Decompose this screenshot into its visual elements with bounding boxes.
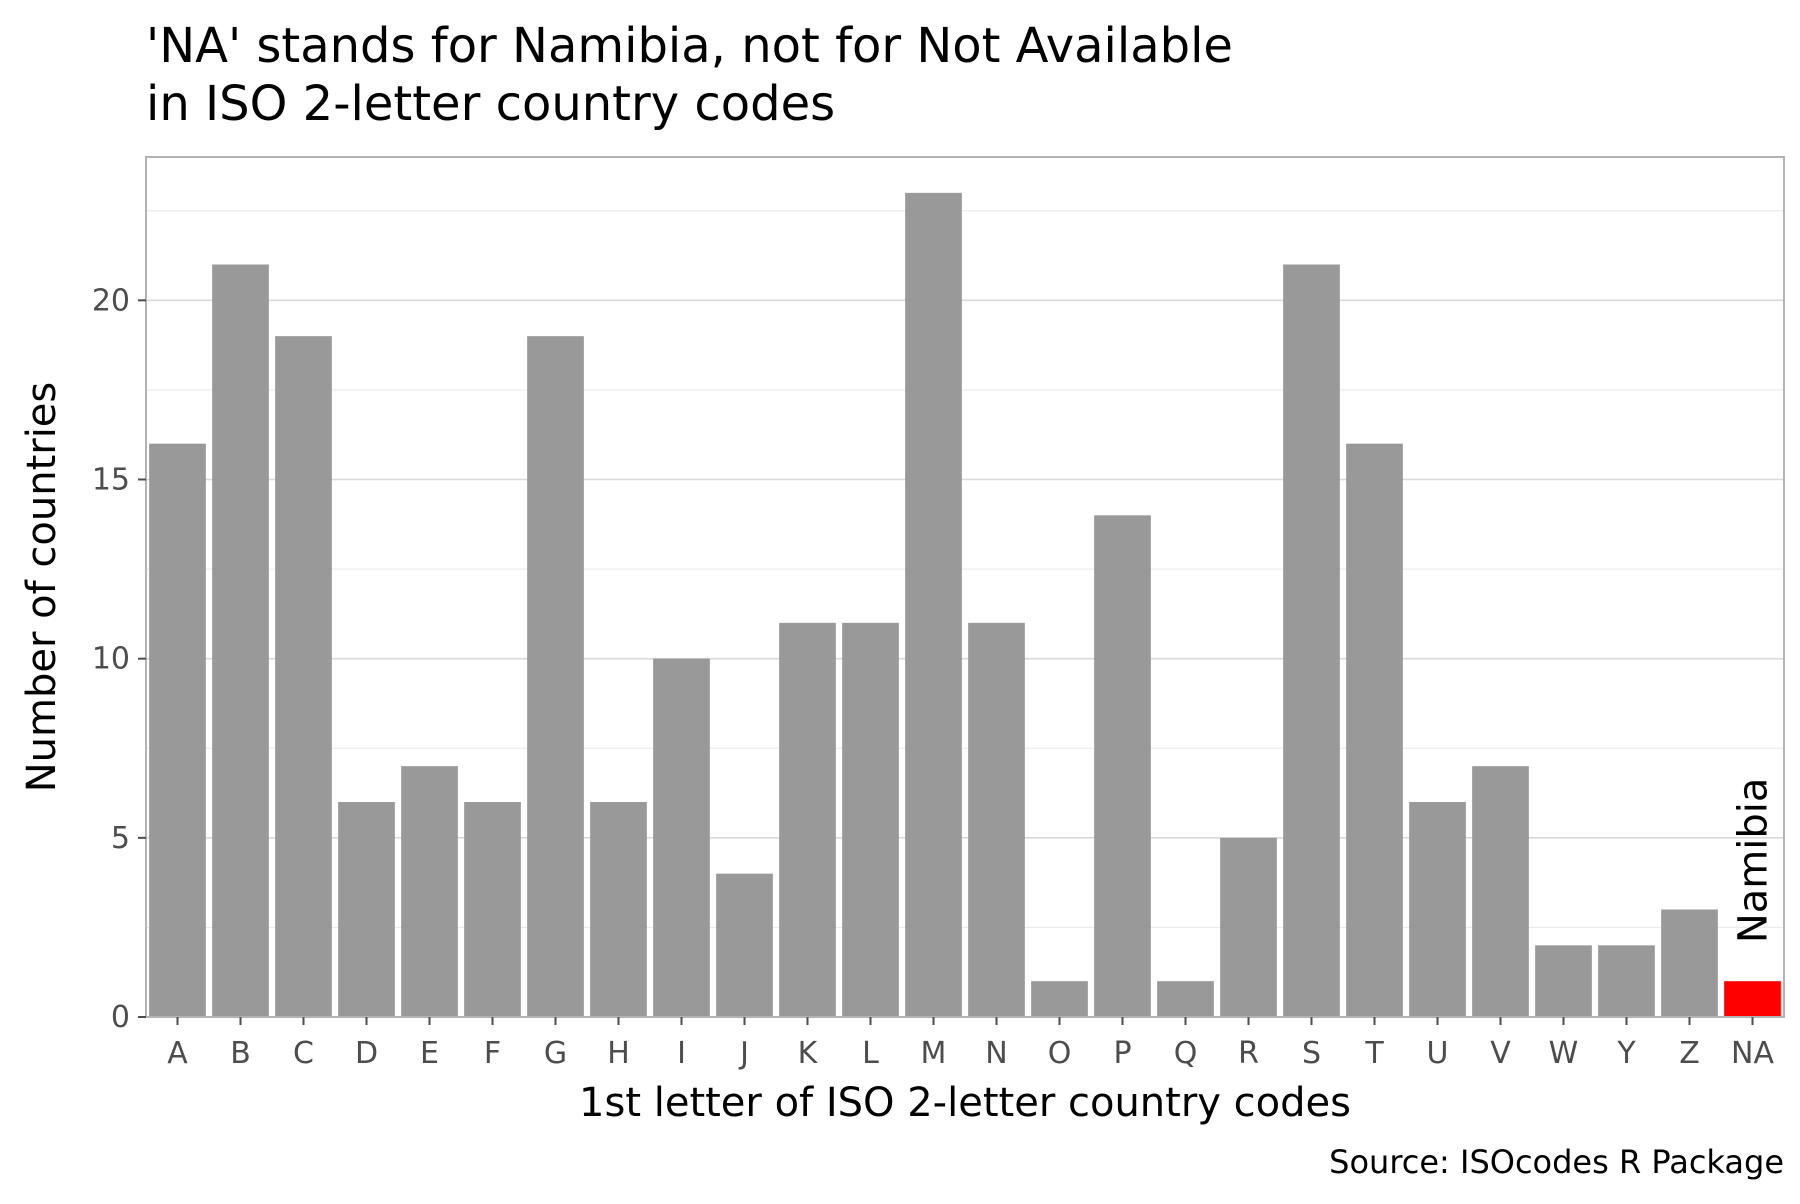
x-tick-label-i: I [677, 1036, 686, 1071]
x-tick-label-z: Z [1679, 1036, 1700, 1071]
bars [149, 192, 1781, 1018]
x-tick-label-e: E [420, 1036, 439, 1071]
x-axis-title: 1st letter of ISO 2-letter country codes [579, 1080, 1351, 1126]
x-tick-label-l: L [862, 1036, 879, 1071]
bar-y [1598, 945, 1655, 1017]
y-axis-title: Number of countries [19, 382, 65, 793]
x-tick-label-u: U [1427, 1036, 1449, 1071]
bar-t [1346, 443, 1403, 1018]
bar-w [1535, 945, 1592, 1017]
bar-n [968, 622, 1025, 1017]
bar-i [653, 658, 710, 1017]
y-tick-label: 20 [92, 283, 130, 318]
bar-b [212, 264, 269, 1017]
x-tick-label-n: N [985, 1036, 1007, 1071]
x-tick-label-w: W [1549, 1036, 1579, 1071]
bar-e [401, 766, 458, 1017]
bar-l [842, 622, 899, 1017]
x-tick-label-c: C [293, 1036, 314, 1071]
bar-f [464, 802, 521, 1017]
x-tick-label-t: T [1364, 1036, 1384, 1071]
x-tick-label-k: K [798, 1036, 819, 1071]
bar-r [1220, 837, 1277, 1017]
bar-u [1409, 802, 1466, 1017]
bar-z [1661, 909, 1718, 1017]
bar-p [1094, 515, 1151, 1017]
x-tick-label-y: Y [1616, 1036, 1636, 1071]
panel-border [145, 156, 1785, 1018]
bar-j [716, 873, 773, 1017]
bar-na [1724, 981, 1781, 1017]
x-tick-label-j: J [738, 1036, 749, 1071]
x-tick-label-q: Q [1174, 1036, 1198, 1071]
x-tick-label-g: G [544, 1036, 567, 1071]
x-tick-label-r: R [1238, 1036, 1259, 1071]
x-tick-label-f: F [484, 1036, 501, 1071]
bar-d [338, 802, 395, 1017]
bar-q [1157, 981, 1214, 1017]
x-tick-label-a: A [167, 1036, 188, 1071]
annotation-namibia: Namibia [1731, 778, 1777, 944]
x-tick-label-v: V [1490, 1036, 1511, 1071]
bar-s [1283, 264, 1340, 1017]
bar-v [1472, 766, 1529, 1017]
x-tick-label-na: NA [1731, 1036, 1774, 1071]
bar-k [779, 622, 836, 1017]
bar-m [905, 192, 962, 1018]
x-tick-label-b: B [230, 1036, 251, 1071]
y-tick-label: 10 [92, 642, 130, 677]
y-tick-label: 0 [111, 1000, 130, 1035]
annotation: Namibia [1731, 778, 1777, 944]
x-tick-label-d: D [355, 1036, 378, 1071]
bar-c [275, 336, 332, 1018]
chart-title-text: 'NA' stands for Namibia, not for Not Ava… [146, 18, 1233, 132]
x-axis-ticks: A B C D E F G H I J K L M N O P Q R S T U V W Y Z NA [167, 1017, 1774, 1071]
bar-a [149, 443, 206, 1018]
chart-title: 'NA' stands for Namibia, not for Not Ava… [146, 18, 1233, 132]
x-tick-label-h: H [607, 1036, 630, 1071]
bar-o [1031, 981, 1088, 1017]
x-tick-label-m: M [921, 1036, 947, 1071]
x-tick-label-s: S [1302, 1036, 1321, 1071]
bar-h [590, 802, 647, 1017]
x-tick-label-o: O [1048, 1036, 1072, 1071]
bar-g [527, 336, 584, 1018]
x-tick-label-p: P [1113, 1036, 1131, 1071]
y-tick-label: 5 [111, 821, 130, 856]
y-axis-ticks: 0 5 10 15 20 [92, 283, 146, 1035]
y-tick-label: 15 [92, 463, 130, 498]
caption: Source: ISOcodes R Package [1329, 1143, 1784, 1181]
